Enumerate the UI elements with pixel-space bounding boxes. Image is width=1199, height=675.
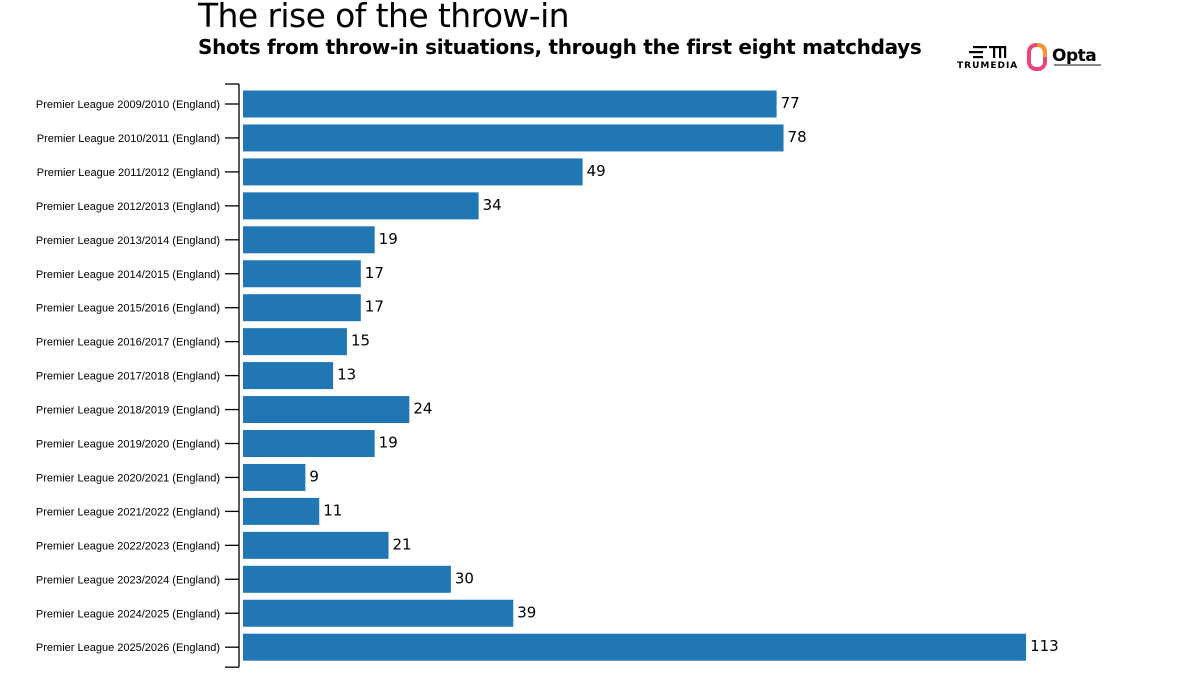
bar: [243, 396, 410, 424]
bar: [243, 497, 320, 525]
category-label: Premier League 2017/2018 (England): [36, 371, 220, 383]
category-label: Premier League 2012/2013 (England): [36, 201, 220, 213]
labels: Premier League 2009/2010 (England) 77 Prem…: [36, 94, 1059, 655]
bar: [243, 90, 777, 118]
trumedia-logo-icon: [969, 46, 1007, 59]
bars: [243, 90, 1027, 661]
value-label: 77: [781, 94, 800, 112]
value-label: 30: [455, 569, 474, 587]
chart-subtitle: Shots from throw-in situations, through …: [198, 35, 922, 59]
chart-title: The rise of the throw-in: [198, 0, 570, 35]
category-label: Premier League 2010/2011 (England): [37, 133, 220, 145]
value-label: 39: [517, 603, 536, 621]
value-label: 19: [379, 230, 398, 248]
bar: [243, 430, 375, 457]
category-label: Premier League 2018/2019 (England): [36, 405, 220, 417]
trumedia-logo-text: TRUMEDIA: [957, 61, 1019, 71]
category-label: Premier League 2022/2023 (England): [36, 540, 220, 552]
bar: [243, 260, 361, 288]
value-label: 17: [365, 264, 384, 282]
category-label: Premier League 2025/2026 (England): [36, 642, 220, 654]
bar: [243, 362, 334, 390]
category-label: Premier League 2021/2022 (England): [36, 506, 220, 518]
opta-logo-text: Opta: [1052, 46, 1097, 66]
category-label: Premier League 2011/2012 (England): [37, 167, 220, 179]
value-label: 17: [365, 298, 384, 316]
bar: [243, 531, 389, 559]
value-label: 11: [323, 501, 342, 519]
opta-logo-icon: [1027, 43, 1047, 71]
bar: [243, 158, 583, 186]
category-label: Premier League 2014/2015 (England): [36, 269, 220, 281]
category-label: Premier League 2015/2016 (England): [36, 303, 220, 315]
bar: [243, 633, 1027, 661]
value-label: 13: [337, 366, 356, 384]
category-label: Premier League 2013/2014 (England): [36, 235, 220, 247]
bar: [243, 328, 347, 356]
bar: [243, 463, 306, 491]
category-label: Premier League 2009/2010 (England): [36, 99, 220, 111]
category-label: Premier League 2024/2025 (England): [36, 608, 220, 620]
value-label: 113: [1030, 637, 1059, 655]
value-label: 78: [788, 128, 807, 146]
value-label: 15: [351, 332, 370, 350]
opta-logo-tagline: [1054, 64, 1101, 66]
value-label: 9: [309, 467, 319, 485]
bar: [243, 565, 451, 593]
value-label: 21: [393, 535, 412, 553]
category-label: Premier League 2019/2020 (England): [36, 439, 220, 451]
bar: [243, 294, 361, 322]
bar: [243, 192, 479, 220]
value-label: 49: [587, 162, 606, 180]
category-label: Premier League 2020/2021 (England): [36, 472, 220, 484]
bar: [243, 124, 784, 152]
bar: [243, 599, 514, 627]
value-label: 19: [379, 434, 398, 452]
value-label: 24: [413, 400, 432, 418]
logo-group: TRUMEDIA Opta: [955, 40, 1105, 74]
value-label: 34: [483, 196, 502, 214]
category-label: Premier League 2016/2017 (England): [36, 337, 220, 349]
y-axis: [225, 83, 240, 668]
category-label: Premier League 2023/2024 (England): [36, 574, 220, 586]
bar: [243, 226, 375, 254]
